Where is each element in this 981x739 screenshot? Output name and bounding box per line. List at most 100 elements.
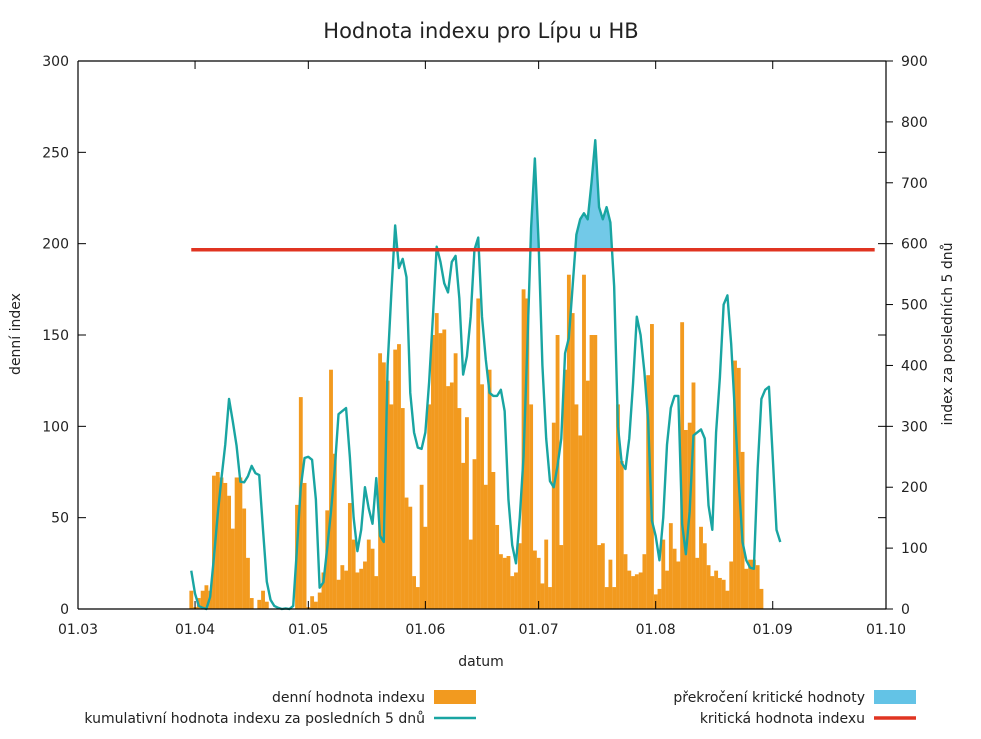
daily-index-bar xyxy=(544,539,549,609)
daily-index-bar xyxy=(665,570,669,609)
daily-index-bar xyxy=(517,543,522,609)
x-tick-label: 01.07 xyxy=(519,622,559,638)
daily-index-bar xyxy=(242,508,247,609)
y2-tick-label: 500 xyxy=(901,298,928,314)
y-tick-label: 0 xyxy=(60,602,69,618)
daily-index-bar xyxy=(476,298,481,609)
daily-index-bar xyxy=(480,384,484,609)
exceedance-area xyxy=(575,140,612,250)
daily-index-bar xyxy=(363,561,367,609)
daily-index-bar xyxy=(246,557,250,609)
legend: denní hodnota indexu kumulativní hodnota … xyxy=(84,690,916,727)
daily-index-bar xyxy=(616,404,620,609)
x-tick-label: 01.03 xyxy=(58,622,98,638)
y2-tick-label: 800 xyxy=(901,115,928,131)
daily-index-bar xyxy=(536,557,541,609)
daily-index-bar xyxy=(650,324,654,609)
daily-index-bar xyxy=(608,559,613,609)
daily-index-bar xyxy=(714,570,719,609)
y-tick-label: 100 xyxy=(42,419,69,435)
daily-index-bar xyxy=(525,298,530,609)
daily-index-bar xyxy=(706,565,711,609)
daily-index-bar xyxy=(593,335,598,609)
daily-index-bar xyxy=(344,570,349,609)
x-tick-label: 01.09 xyxy=(753,622,793,638)
daily-index-bar xyxy=(238,477,243,609)
legend-swatch xyxy=(874,690,916,704)
daily-index-bar xyxy=(661,539,666,609)
daily-index-bar xyxy=(457,408,462,609)
daily-index-bar xyxy=(230,528,235,609)
daily-index-bar xyxy=(223,482,228,609)
y-tick-label: 250 xyxy=(42,145,69,161)
daily-index-bar xyxy=(600,543,605,609)
daily-index-bar xyxy=(506,556,511,609)
y-tick-label: 300 xyxy=(42,54,69,70)
daily-index-bar xyxy=(325,510,330,609)
daily-index-bar xyxy=(310,596,315,609)
plot-area xyxy=(189,138,875,611)
daily-index-bar xyxy=(699,526,703,609)
daily-index-bar xyxy=(631,576,635,609)
daily-index-bar xyxy=(733,360,737,609)
legend-label: překročení kritické hodnoty xyxy=(673,690,865,706)
daily-index-bar xyxy=(582,274,586,609)
y2-tick-label: 600 xyxy=(901,237,928,253)
chart-title: Hodnota indexu pro Lípu u HB xyxy=(323,19,638,43)
daily-index-bar xyxy=(498,554,503,609)
x-axis-title: datum xyxy=(458,654,503,670)
daily-index-bar xyxy=(257,599,262,609)
daily-index-bar xyxy=(657,588,662,609)
daily-index-bar xyxy=(748,559,753,609)
daily-index-bar xyxy=(393,349,398,609)
daily-index-bar xyxy=(472,459,477,609)
daily-index-bar xyxy=(340,565,345,609)
y2-tick-label: 300 xyxy=(901,419,928,435)
daily-index-bar xyxy=(691,382,696,609)
y-tick-label: 50 xyxy=(51,511,69,527)
daily-index-bar xyxy=(434,313,439,609)
daily-index-bar xyxy=(446,386,450,609)
daily-index-bar xyxy=(751,559,756,609)
daily-index-bar xyxy=(668,523,673,609)
daily-index-bar xyxy=(623,554,628,609)
daily-index-bar xyxy=(563,369,568,609)
daily-index-bar xyxy=(612,587,617,609)
daily-index-bar xyxy=(619,461,624,609)
daily-index-bar xyxy=(359,568,364,609)
daily-index-bar xyxy=(317,592,322,609)
daily-index-bar xyxy=(302,482,307,609)
daily-index-bar xyxy=(646,375,651,609)
daily-index-bar xyxy=(578,435,583,609)
daily-index-bar xyxy=(227,495,231,609)
legend-label: denní hodnota indexu xyxy=(272,690,425,706)
daily-index-bar xyxy=(495,524,500,609)
daily-index-bar xyxy=(597,545,602,609)
daily-index-bar xyxy=(548,587,552,609)
daily-index-bar xyxy=(412,576,416,609)
legend-swatch xyxy=(434,690,476,704)
daily-index-bar xyxy=(574,404,579,609)
daily-index-bar xyxy=(570,313,575,609)
daily-index-bar xyxy=(468,539,473,609)
x-tick-label: 01.05 xyxy=(288,622,328,638)
y2-tick-label: 400 xyxy=(901,358,928,374)
daily-index-bar xyxy=(502,557,507,609)
daily-index-bar xyxy=(355,572,360,609)
daily-index-bar xyxy=(427,404,432,609)
daily-index-bar xyxy=(219,477,224,609)
daily-index-bar xyxy=(234,477,239,609)
daily-index-bar xyxy=(385,380,390,609)
daily-index-bar xyxy=(721,579,726,609)
daily-index-bar xyxy=(200,590,205,609)
y-tick-label: 200 xyxy=(42,237,69,253)
y2-tick-label: 700 xyxy=(901,176,928,192)
y-tick-label: 150 xyxy=(42,328,69,344)
daily-index-bar xyxy=(514,572,518,609)
daily-index-bar xyxy=(389,404,394,609)
daily-index-bar xyxy=(627,570,632,609)
daily-index-bar xyxy=(510,576,515,609)
daily-index-bar xyxy=(408,506,413,609)
